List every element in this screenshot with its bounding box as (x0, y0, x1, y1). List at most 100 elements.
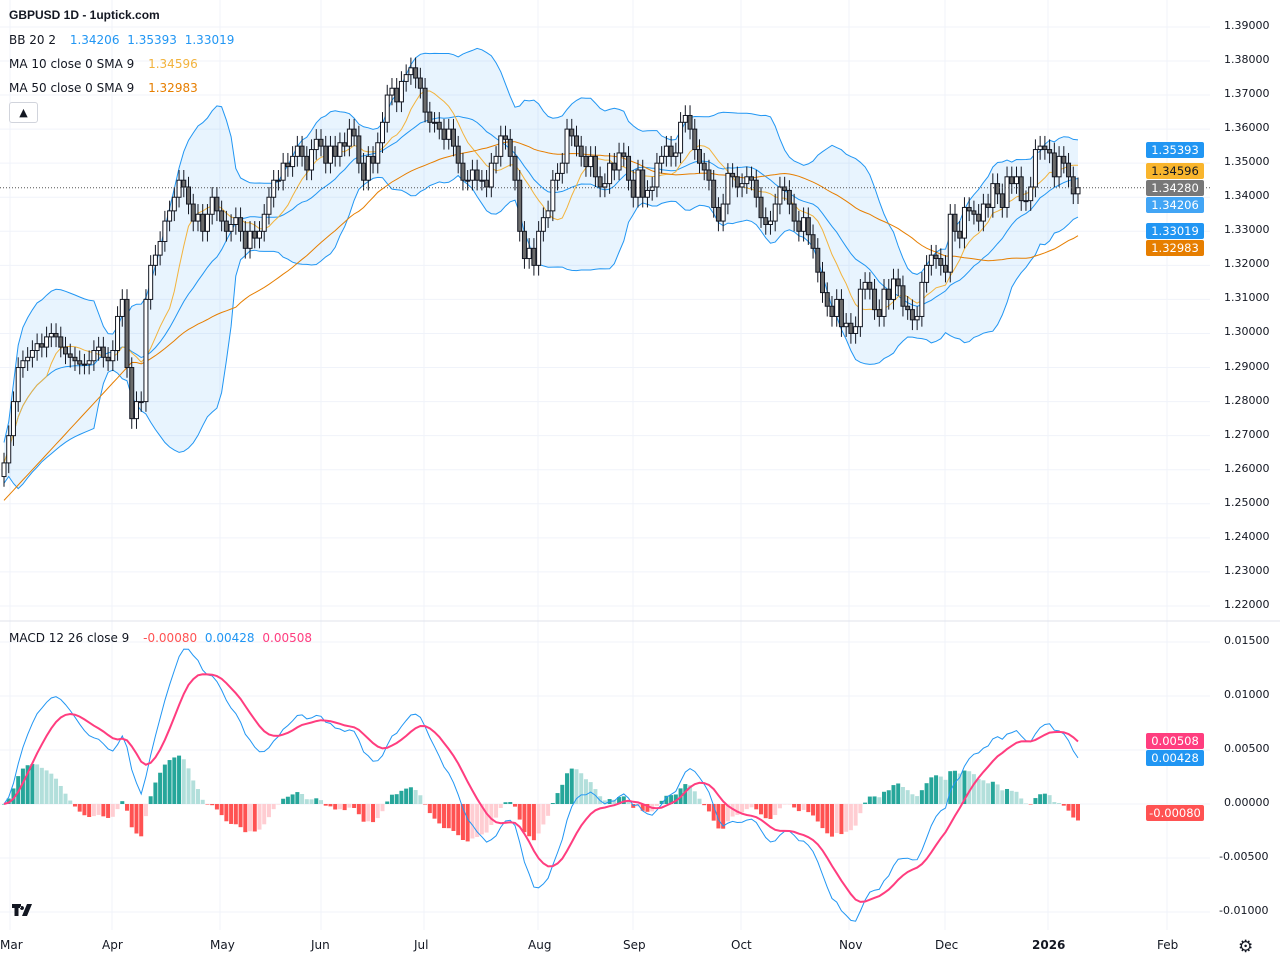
macd-label: MACD 12 26 close 9 (9, 631, 130, 645)
candle-up (663, 145, 669, 157)
candle-up (1013, 176, 1019, 185)
candle-up (673, 152, 679, 157)
candle-up (294, 145, 300, 157)
macd-histogram-bar (342, 804, 347, 811)
candle-up (384, 94, 390, 123)
macd-histogram-bar (626, 801, 631, 804)
macd-histogram-bar (304, 799, 309, 804)
ma50-line (3, 141, 1079, 501)
macd-histogram-bar (2, 804, 6, 805)
macd-histogram-bar (30, 764, 35, 804)
candle-up (853, 326, 859, 334)
time-axis-label: Oct (731, 938, 752, 952)
bb-label: BB 20 2 (9, 33, 56, 47)
candle-down (933, 254, 939, 260)
candle-up (678, 121, 684, 154)
macd-histogram-bar (210, 804, 215, 806)
macd-histogram-bar (125, 804, 130, 811)
legend-macd: MACD 12 26 close 9 -0.00080 0.00428 0.00… (9, 631, 312, 645)
macd-histogram-bar (167, 760, 172, 804)
macd-histogram-bar (1061, 804, 1066, 806)
macd-histogram-bar (924, 783, 929, 804)
macd-line (3, 648, 1079, 922)
macd-histogram-bar (6, 798, 11, 804)
candle-down (507, 138, 513, 157)
tag-ma50: 1.32983 (1146, 240, 1204, 256)
macd-histogram-bar (754, 804, 759, 810)
macd-histogram-bar (200, 799, 205, 804)
macd-histogram-bar (494, 804, 499, 818)
candle-up (266, 196, 272, 215)
macd-histogram-bar (517, 804, 522, 820)
macd-histogram-bar (153, 782, 158, 804)
tag-macd-hist: -0.00080 (1146, 805, 1204, 821)
candle-up (15, 367, 21, 403)
macd-histogram-bar (371, 804, 376, 823)
macd-histogram-bar (96, 804, 101, 815)
macd-histogram-bar (848, 804, 853, 831)
macd-histogram-bar (929, 777, 934, 804)
candle-up (659, 155, 665, 164)
macd-histogram-bar (1042, 793, 1047, 804)
candle-down (105, 356, 111, 362)
macd-histogram-bar (82, 804, 87, 816)
candle-up (862, 281, 868, 290)
candle-up (275, 179, 281, 182)
candle-down (1066, 162, 1072, 178)
candle-up (536, 230, 542, 266)
macd-histogram-bar (825, 804, 830, 834)
candle-up (559, 162, 565, 174)
macd-axis-label: -0.00500 (1219, 850, 1269, 863)
candle-down (223, 220, 229, 232)
candle-up (110, 350, 116, 362)
candle-down (995, 183, 1001, 195)
macd-histogram-bar (565, 773, 570, 804)
candle-down (786, 189, 792, 205)
candle-up (469, 169, 475, 181)
ma50-label: MA 50 close 0 SMA 9 (9, 81, 135, 95)
candle-up (772, 203, 778, 222)
candle-down (484, 179, 490, 188)
candle-down (876, 309, 882, 317)
candle-down (824, 292, 830, 307)
macd-histogram-bar (219, 804, 224, 816)
price-axis-label: 1.31000 (1224, 291, 1270, 305)
candle-down (872, 288, 878, 311)
macd-histogram-bar (759, 804, 764, 815)
macd-histogram-bar (1071, 804, 1076, 818)
macd-histogram-bar (110, 804, 115, 817)
macd-histogram-bar (498, 804, 503, 808)
bb-lower-value: 1.33019 (184, 33, 235, 47)
candle-down (1009, 176, 1015, 185)
macd-histogram-bar (49, 773, 54, 804)
candle-up (247, 230, 253, 249)
candle-up (86, 360, 92, 365)
candle-up (446, 128, 452, 140)
price-axis-label: 1.30000 (1224, 325, 1270, 339)
legend-ma10: MA 10 close 0 SMA 9 1.34596 (9, 57, 198, 71)
macd-histogram-bar (990, 781, 995, 804)
candle-up (540, 217, 546, 232)
collapse-legend-button[interactable]: ▲ (9, 102, 38, 123)
macd-histogram-bar (120, 801, 125, 804)
candle-up (739, 183, 745, 188)
candle-up (138, 401, 144, 404)
candle-down (474, 169, 480, 181)
macd-histogram-bar (872, 796, 877, 804)
time-axis-label: Nov (839, 938, 863, 952)
macd-histogram-bar (948, 771, 953, 804)
bb-upper-value: 1.35393 (127, 33, 177, 47)
gear-icon[interactable]: ⚙ (1238, 937, 1254, 957)
candle-down (1047, 149, 1053, 154)
tradingview-logo[interactable] (10, 900, 38, 920)
macd-histogram-bar (44, 770, 49, 804)
macd-histogram-bar (697, 798, 702, 804)
candle-down (53, 332, 59, 338)
macd-histogram-bar (995, 784, 1000, 804)
candle-down (356, 135, 362, 164)
macd-histogram-bar (276, 804, 281, 805)
macd-histogram-bar (181, 759, 186, 804)
tag-macd-signal: 0.00508 (1146, 733, 1204, 749)
macd-histogram-bar (39, 767, 44, 804)
